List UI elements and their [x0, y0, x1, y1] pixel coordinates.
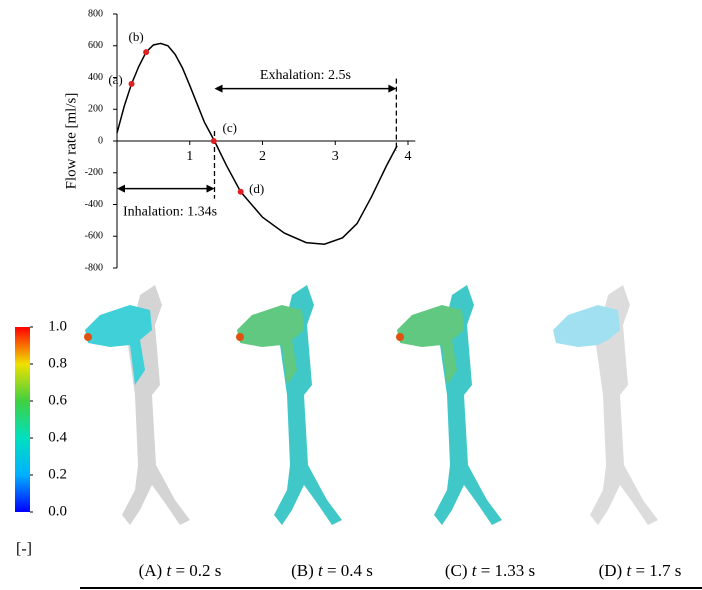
- colorbar-tick-label: 0.4: [48, 429, 67, 445]
- y-tick-label: 200: [88, 104, 103, 115]
- caption-part: (D): [599, 561, 623, 580]
- caption-part: t: [472, 561, 478, 580]
- colorbar: [15, 327, 30, 512]
- y-tick-label: 0: [98, 135, 103, 146]
- caption-part: (B): [291, 561, 314, 580]
- panel-caption: (B) t = 0.4 s: [291, 561, 373, 580]
- caption-part: t: [166, 561, 172, 580]
- colorbar-tick-label: 0.6: [48, 392, 67, 408]
- point: [128, 80, 135, 87]
- point-label: (d): [249, 181, 264, 196]
- panel-caption: (C) t = 1.33 s: [445, 561, 535, 580]
- caption-part: (A): [139, 561, 163, 580]
- colorbar-tick-label: 1.0: [48, 318, 67, 334]
- point: [210, 138, 217, 144]
- arrow-head: [206, 184, 215, 193]
- panel-caption: (A) t = 0.2 s: [139, 561, 222, 580]
- point-label: (c): [223, 120, 237, 135]
- x-tick-label: 4: [405, 149, 412, 164]
- y-tick-label: 400: [88, 72, 103, 83]
- x-tick-label: 2: [259, 149, 266, 164]
- caption-part: t: [626, 561, 632, 580]
- y-tick-label: -800: [85, 262, 103, 273]
- airway-a: [84, 285, 190, 525]
- colorbar-unit: [-]: [16, 541, 32, 558]
- caption-part: = 1.7 s: [635, 561, 681, 580]
- colorbar-tick-label: 0.2: [48, 466, 67, 482]
- airway-c: [396, 285, 502, 525]
- y-axis-label: Flow rate [ml/s]: [63, 93, 79, 190]
- point-label: (a): [108, 72, 122, 87]
- y-tick-label: 600: [88, 40, 103, 51]
- point-label: (b): [129, 29, 144, 44]
- colorbar-tick-label: 0.0: [48, 503, 67, 519]
- point: [143, 49, 150, 56]
- caption-part: = 0.2 s: [175, 561, 221, 580]
- arrow-head: [117, 184, 125, 193]
- annotation: Exhalation: 2.5s: [260, 68, 351, 83]
- caption-part: (C): [445, 561, 468, 580]
- y-tick-label: -600: [85, 231, 103, 242]
- caption-part: = 1.33 s: [481, 561, 535, 580]
- y-tick-label: 800: [88, 8, 103, 19]
- colorbar-tick-label: 0.8: [48, 355, 67, 371]
- arrow-head: [388, 84, 397, 93]
- x-tick-label: 1: [186, 149, 193, 164]
- x-tick-label: 3: [332, 149, 339, 164]
- y-tick-label: -200: [85, 167, 103, 178]
- caption-part: = 0.4 s: [327, 561, 373, 580]
- airway-d: [553, 285, 658, 525]
- annotation: Inhalation: 1.34s: [123, 205, 217, 220]
- y-tick-label: -400: [85, 199, 103, 210]
- airway-b: [236, 285, 342, 525]
- panel-caption: (D) t = 1.7 s: [599, 561, 682, 580]
- point: [237, 188, 244, 195]
- arrow-head: [214, 84, 223, 93]
- caption-part: t: [318, 561, 324, 580]
